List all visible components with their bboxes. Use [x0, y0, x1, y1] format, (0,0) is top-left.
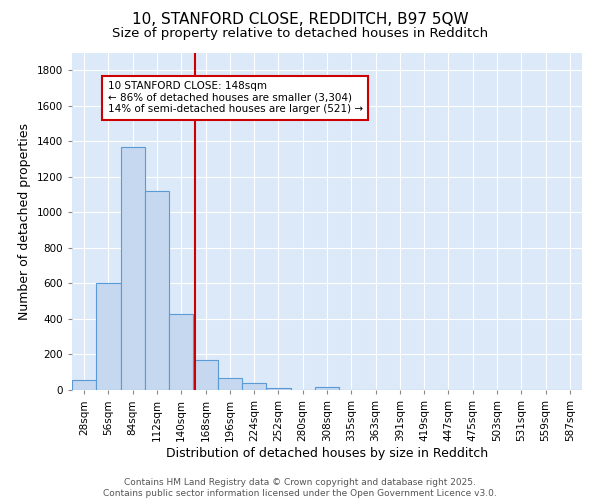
Text: Contains HM Land Registry data © Crown copyright and database right 2025.
Contai: Contains HM Land Registry data © Crown c… [103, 478, 497, 498]
Bar [72, 380, 96, 390]
Bar [145, 191, 169, 390]
Bar [169, 314, 193, 390]
Bar [315, 388, 339, 390]
Bar [266, 388, 290, 390]
Y-axis label: Number of detached properties: Number of detached properties [18, 122, 31, 320]
Bar [242, 383, 266, 390]
Bar [96, 284, 121, 390]
Text: Size of property relative to detached houses in Redditch: Size of property relative to detached ho… [112, 28, 488, 40]
Text: 10, STANFORD CLOSE, REDDITCH, B97 5QW: 10, STANFORD CLOSE, REDDITCH, B97 5QW [131, 12, 469, 28]
Bar [193, 360, 218, 390]
Bar [121, 146, 145, 390]
X-axis label: Distribution of detached houses by size in Redditch: Distribution of detached houses by size … [166, 446, 488, 460]
Text: 10 STANFORD CLOSE: 148sqm
← 86% of detached houses are smaller (3,304)
14% of se: 10 STANFORD CLOSE: 148sqm ← 86% of detac… [108, 81, 363, 114]
Bar [218, 378, 242, 390]
